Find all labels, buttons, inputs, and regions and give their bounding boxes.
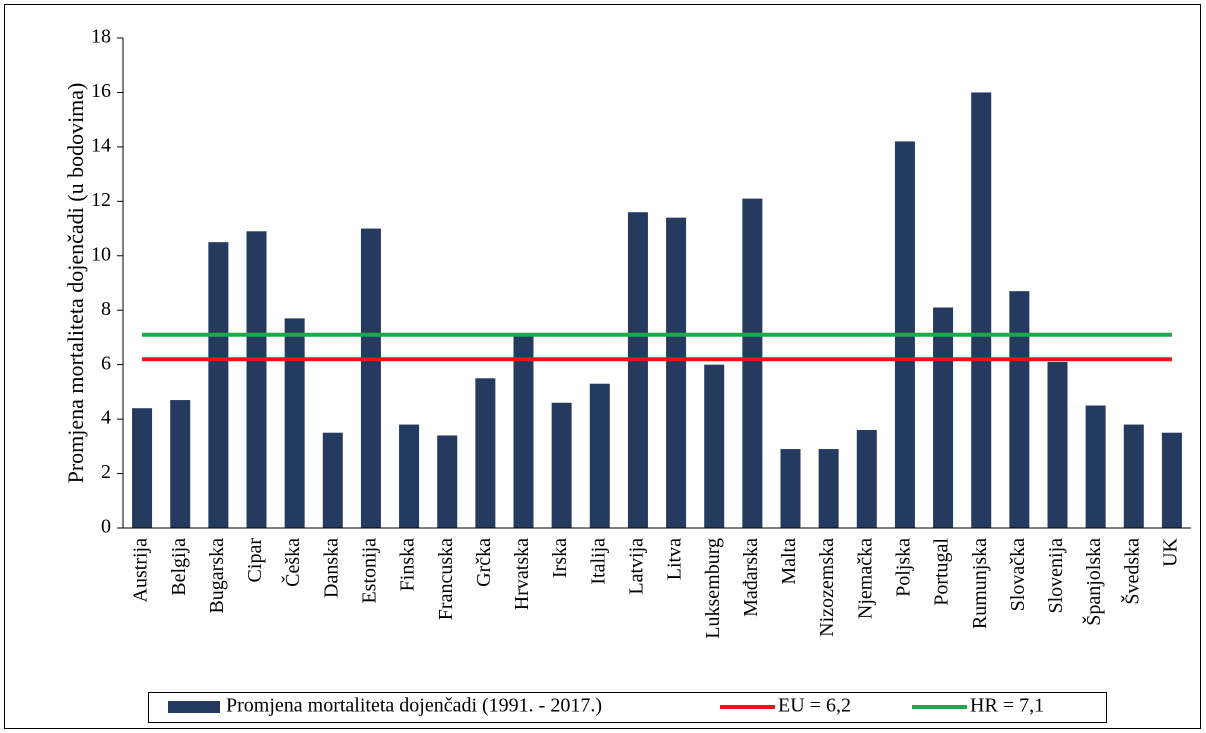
bar: [399, 424, 420, 528]
legend-label: Promjena mortaliteta dojenčadi (1991. - …: [226, 695, 602, 717]
bar: [513, 334, 534, 528]
x-tick-label: UK: [1160, 537, 1182, 566]
bar: [208, 242, 229, 528]
x-tick-label: Italija: [587, 538, 609, 585]
x-tick-label: Belgija: [168, 538, 190, 596]
x-tick-label: Finska: [397, 538, 419, 591]
bar: [627, 212, 648, 528]
bar: [1009, 291, 1030, 528]
bar: [551, 402, 572, 528]
bar: [360, 228, 381, 529]
x-tick-label: Hrvatska: [511, 538, 533, 610]
x-tick-label: Malta: [778, 538, 800, 585]
x-tick-label: Irska: [549, 538, 571, 578]
x-tick-label: Nizozemska: [816, 538, 838, 637]
x-tick-label: Francuska: [435, 538, 457, 620]
bar: [1161, 432, 1182, 528]
bar: [170, 400, 191, 528]
x-tick-label: Rumunjska: [969, 538, 991, 629]
y-tick-label: 14: [91, 134, 111, 156]
legend-swatch: [168, 701, 220, 713]
x-tick-label: Latvija: [626, 538, 648, 595]
bar: [971, 92, 992, 528]
y-tick-label: 6: [101, 352, 111, 374]
x-tick-label: Mađarska: [740, 538, 762, 617]
bar: [284, 318, 305, 528]
bar: [1047, 361, 1068, 528]
y-tick-label: 4: [101, 407, 111, 429]
bar: [246, 231, 267, 528]
bar: [437, 435, 458, 528]
y-tick-label: 16: [91, 80, 111, 102]
bar: [132, 408, 153, 528]
y-tick-label: 18: [91, 26, 111, 48]
y-tick-label: 2: [101, 461, 111, 483]
x-tick-label: Litva: [664, 538, 686, 580]
x-tick-label: Danska: [320, 538, 342, 598]
x-tick-label: Slovačka: [1007, 538, 1029, 611]
y-tick-label: 10: [91, 243, 111, 265]
bar: [475, 378, 496, 528]
bar: [856, 430, 877, 528]
bar: [933, 307, 954, 528]
y-tick-label: 0: [101, 516, 111, 538]
legend-label: HR = 7,1: [970, 695, 1044, 717]
bar: [704, 364, 725, 528]
x-tick-label: Španjolska: [1081, 538, 1105, 626]
bar: [1123, 424, 1144, 528]
x-tick-label: Portugal: [931, 538, 953, 606]
y-tick-label: 12: [91, 189, 111, 211]
bar: [589, 383, 610, 528]
bar: [742, 198, 763, 528]
y-tick-label: 8: [101, 298, 111, 320]
bar: [1085, 405, 1106, 528]
x-tick-label: Austrija: [130, 538, 152, 603]
x-tick-label: Njemačka: [854, 538, 876, 619]
x-tick-label: Švedska: [1119, 538, 1143, 605]
x-tick-label: Grčka: [473, 538, 495, 587]
chart-border: [4, 4, 1201, 729]
x-tick-label: Bugarska: [206, 538, 228, 614]
bar: [818, 449, 839, 528]
x-tick-label: Poljska: [893, 538, 915, 597]
x-tick-label: Estonija: [359, 538, 381, 604]
y-axis-label: Promjena mortaliteta dojenčadi (u bodovi…: [63, 83, 88, 484]
legend-label: EU = 6,2: [778, 695, 851, 717]
x-tick-label: Cipar: [244, 538, 266, 583]
bar: [780, 449, 801, 528]
x-tick-label: Luksemburg: [702, 538, 724, 639]
x-tick-label: Češka: [280, 538, 304, 587]
bar: [666, 217, 687, 528]
bar: [322, 432, 343, 528]
x-tick-label: Slovenija: [1045, 538, 1067, 614]
legend-box: [148, 692, 1107, 723]
